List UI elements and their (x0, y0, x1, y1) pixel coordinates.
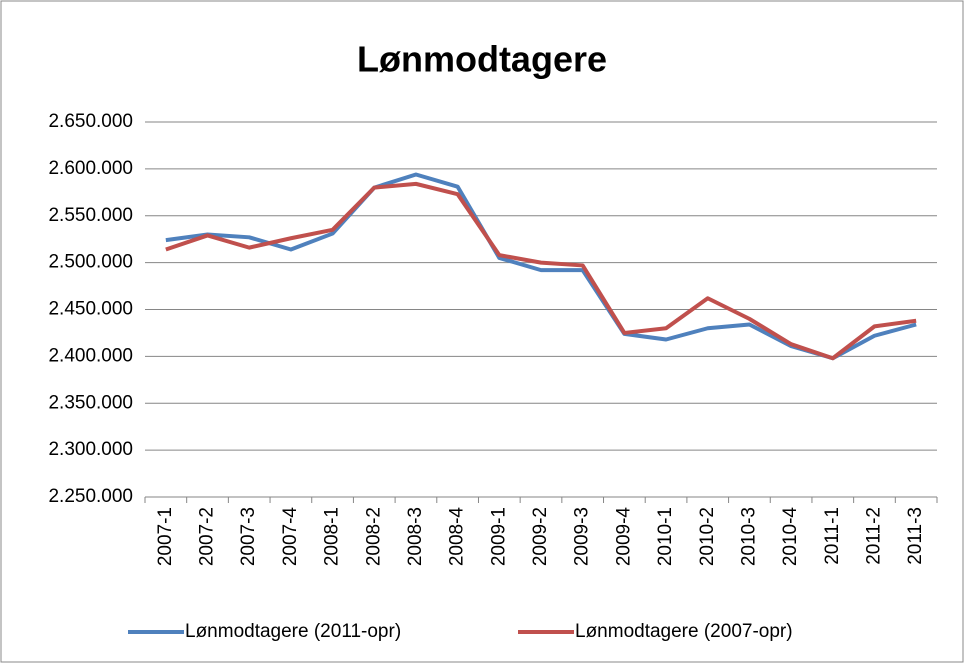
chart-title: Lønmodtagere (357, 39, 607, 80)
x-tick-label: 2009-4 (613, 507, 634, 567)
x-tick-label: 2011-1 (822, 507, 843, 565)
x-tick-label: 2007-4 (280, 507, 301, 567)
x-tick-label: 2008-4 (447, 507, 468, 567)
y-tick-label: 2.650.000 (48, 111, 133, 132)
x-tick-label: 2007-3 (238, 507, 259, 566)
x-tick-label: 2008-1 (322, 507, 343, 566)
x-tick-label: 2010-1 (655, 507, 676, 566)
x-tick-label: 2010-4 (780, 507, 801, 567)
line-series (165, 181, 917, 361)
y-tick-label: 2.250.000 (48, 486, 133, 507)
x-tick-label: 2010-3 (738, 507, 759, 566)
y-tick-label: 2.400.000 (48, 345, 133, 366)
x-tick-label: 2008-3 (405, 507, 426, 566)
x-tick-label: 2011-3 (905, 507, 926, 565)
x-tick-label: 2009-2 (530, 507, 551, 566)
y-tick-label: 2.600.000 (48, 158, 133, 179)
legend-label: Lønmodtagere (2007-opr) (575, 621, 793, 642)
x-tick-label: 2009-3 (572, 507, 593, 566)
x-tick-label: 2011-2 (863, 507, 884, 565)
x-tick-label: 2009-1 (488, 507, 509, 566)
x-tick-label: 2007-2 (197, 507, 218, 566)
y-tick-label: 2.350.000 (48, 392, 133, 413)
y-tick-label: 2.500.000 (48, 252, 133, 273)
y-tick-label: 2.550.000 (48, 205, 133, 226)
y-tick-label: 2.300.000 (48, 439, 133, 460)
legend-label: Lønmodtagere (2011-opr) (185, 621, 401, 642)
x-tick-label: 2007-1 (155, 507, 176, 566)
x-tick-label: 2008-2 (363, 507, 384, 566)
x-tick-label: 2010-2 (697, 507, 718, 566)
y-tick-label: 2.450.000 (48, 299, 133, 320)
